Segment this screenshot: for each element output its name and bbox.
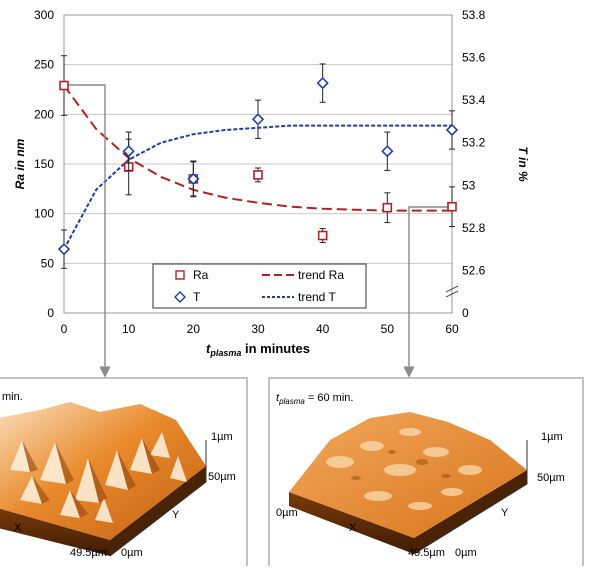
x-axis-label: tplasma in minutes xyxy=(206,341,310,358)
legend-box xyxy=(152,263,367,309)
link-arrows xyxy=(64,84,452,378)
afm-right-side-right xyxy=(414,470,527,554)
x-tick-label: 10 xyxy=(122,322,136,336)
afm-left-z-label: 1µm xyxy=(211,431,233,443)
legend-trend-t-label: trend T xyxy=(298,290,336,304)
legend-ra-square-icon xyxy=(175,270,185,280)
y-left-tick-label: 0 xyxy=(47,306,54,320)
ra-point xyxy=(317,230,328,241)
y-right-tick-label: 52.6 xyxy=(462,263,486,277)
t-point xyxy=(316,76,329,90)
legend-ra-label: Ra xyxy=(193,268,209,282)
y-right-axis-label: T in % xyxy=(516,146,530,182)
afm-right-y-axis xyxy=(413,483,528,555)
afm-left-y-axis-label: Y xyxy=(172,509,180,521)
y-left-tick-label: 250 xyxy=(34,58,54,72)
y-right-tick-label: 53.6 xyxy=(462,51,486,65)
afm-right-bumps xyxy=(326,428,482,510)
afm-right-origin-right-label: 0µm xyxy=(455,547,477,559)
x-tick-label: 20 xyxy=(187,322,201,336)
afm-left-origin-label: 0µm xyxy=(121,547,143,559)
afm-left-peaks xyxy=(10,432,187,523)
afm-right-x-axis-label: X xyxy=(349,522,357,534)
y-left-tick-label: 50 xyxy=(41,256,55,270)
afm-left-x-axis-label: X xyxy=(14,522,22,534)
plot-area-frame xyxy=(63,14,453,314)
axis-break-icon xyxy=(445,285,459,298)
ra-point xyxy=(253,170,263,180)
y-right-tick-label: 53.4 xyxy=(462,93,486,107)
gridlines xyxy=(64,64,452,264)
t-point xyxy=(122,145,135,158)
afm-left-side-front xyxy=(0,508,110,556)
arrow-to-right-panel xyxy=(403,206,452,378)
t-point xyxy=(251,113,265,126)
afm-right-y-axis-label: Y xyxy=(501,507,509,519)
x-tick-label: 0 xyxy=(61,322,68,336)
t-point xyxy=(381,145,394,158)
afm-right-z-label: 1µm xyxy=(541,431,563,443)
y-left-axis-label: Ra in nm xyxy=(13,138,27,189)
afm-panel-left: min. 1µm 50µm xyxy=(0,377,248,571)
ra-point xyxy=(447,201,457,212)
afm-left-x-end-label: 49.5µm xyxy=(70,547,107,559)
afm-left-surface xyxy=(0,402,206,540)
afm-left-side-right xyxy=(110,466,206,556)
x-tick-label: 30 xyxy=(251,322,265,336)
afm-left-shadows xyxy=(22,438,160,518)
legend-t-label: T xyxy=(193,290,201,304)
afm-right-y-end-label: 50µm xyxy=(537,472,565,484)
legend: Ra T trend Ra trend T xyxy=(152,263,367,309)
data-markers xyxy=(57,55,459,269)
y-right-tick-label: 52.8 xyxy=(462,221,486,235)
chart: 0 10 20 30 40 50 60 0 50 100 150 200 250 300 0 52.6 52… xyxy=(13,8,530,378)
afm-right-title: tplasma = 60 min. xyxy=(276,392,353,406)
y-right-tick-labels: 0 52.6 52.8 53 53.2 53.4 53.6 53.8 xyxy=(462,8,486,320)
t-point xyxy=(445,123,459,137)
trend-t-line xyxy=(63,124,452,250)
x-tick-label: 60 xyxy=(445,322,459,336)
x-tick-label: 40 xyxy=(316,322,330,336)
afm-right-origin-left-label: 0µm xyxy=(276,507,298,519)
y-left-tick-label: 150 xyxy=(34,157,54,171)
ra-point xyxy=(59,80,69,91)
y-left-tick-label: 200 xyxy=(34,107,54,121)
arrow-to-left-panel xyxy=(64,84,111,378)
t-point xyxy=(187,172,200,186)
y-left-tick-label: 300 xyxy=(34,8,54,22)
afm-left-title: min. xyxy=(2,391,23,403)
x-tick-labels: 0 10 20 30 40 50 60 xyxy=(61,322,459,336)
legend-trend-ra-label: trend Ra xyxy=(298,268,344,282)
afm-left-y-end-label: 50µm xyxy=(208,471,236,483)
y-left-tick-label: 100 xyxy=(34,207,54,221)
y-right-tick-label: 0 xyxy=(462,306,469,320)
afm-right-side-front xyxy=(289,492,414,554)
y-left-tick-labels: 0 50 100 150 200 250 300 xyxy=(34,8,54,320)
afm-right-x-end-label: 49.5µm xyxy=(408,547,445,559)
afm-right-pits xyxy=(351,450,451,480)
y-right-tick-label: 53.8 xyxy=(462,8,486,22)
y-right-tick-label: 53.2 xyxy=(462,136,486,150)
y-right-tick-label: 53 xyxy=(462,178,476,192)
afm-panel-right: tplasma = 60 min. 1µm 50µm Y 0µm X 49.5µ xyxy=(268,377,584,571)
ra-point xyxy=(382,202,393,213)
x-tick-label: 50 xyxy=(381,322,395,336)
t-point xyxy=(57,243,71,256)
afm-left-y-axis xyxy=(109,481,207,557)
legend-t-diamond-icon xyxy=(174,291,186,303)
